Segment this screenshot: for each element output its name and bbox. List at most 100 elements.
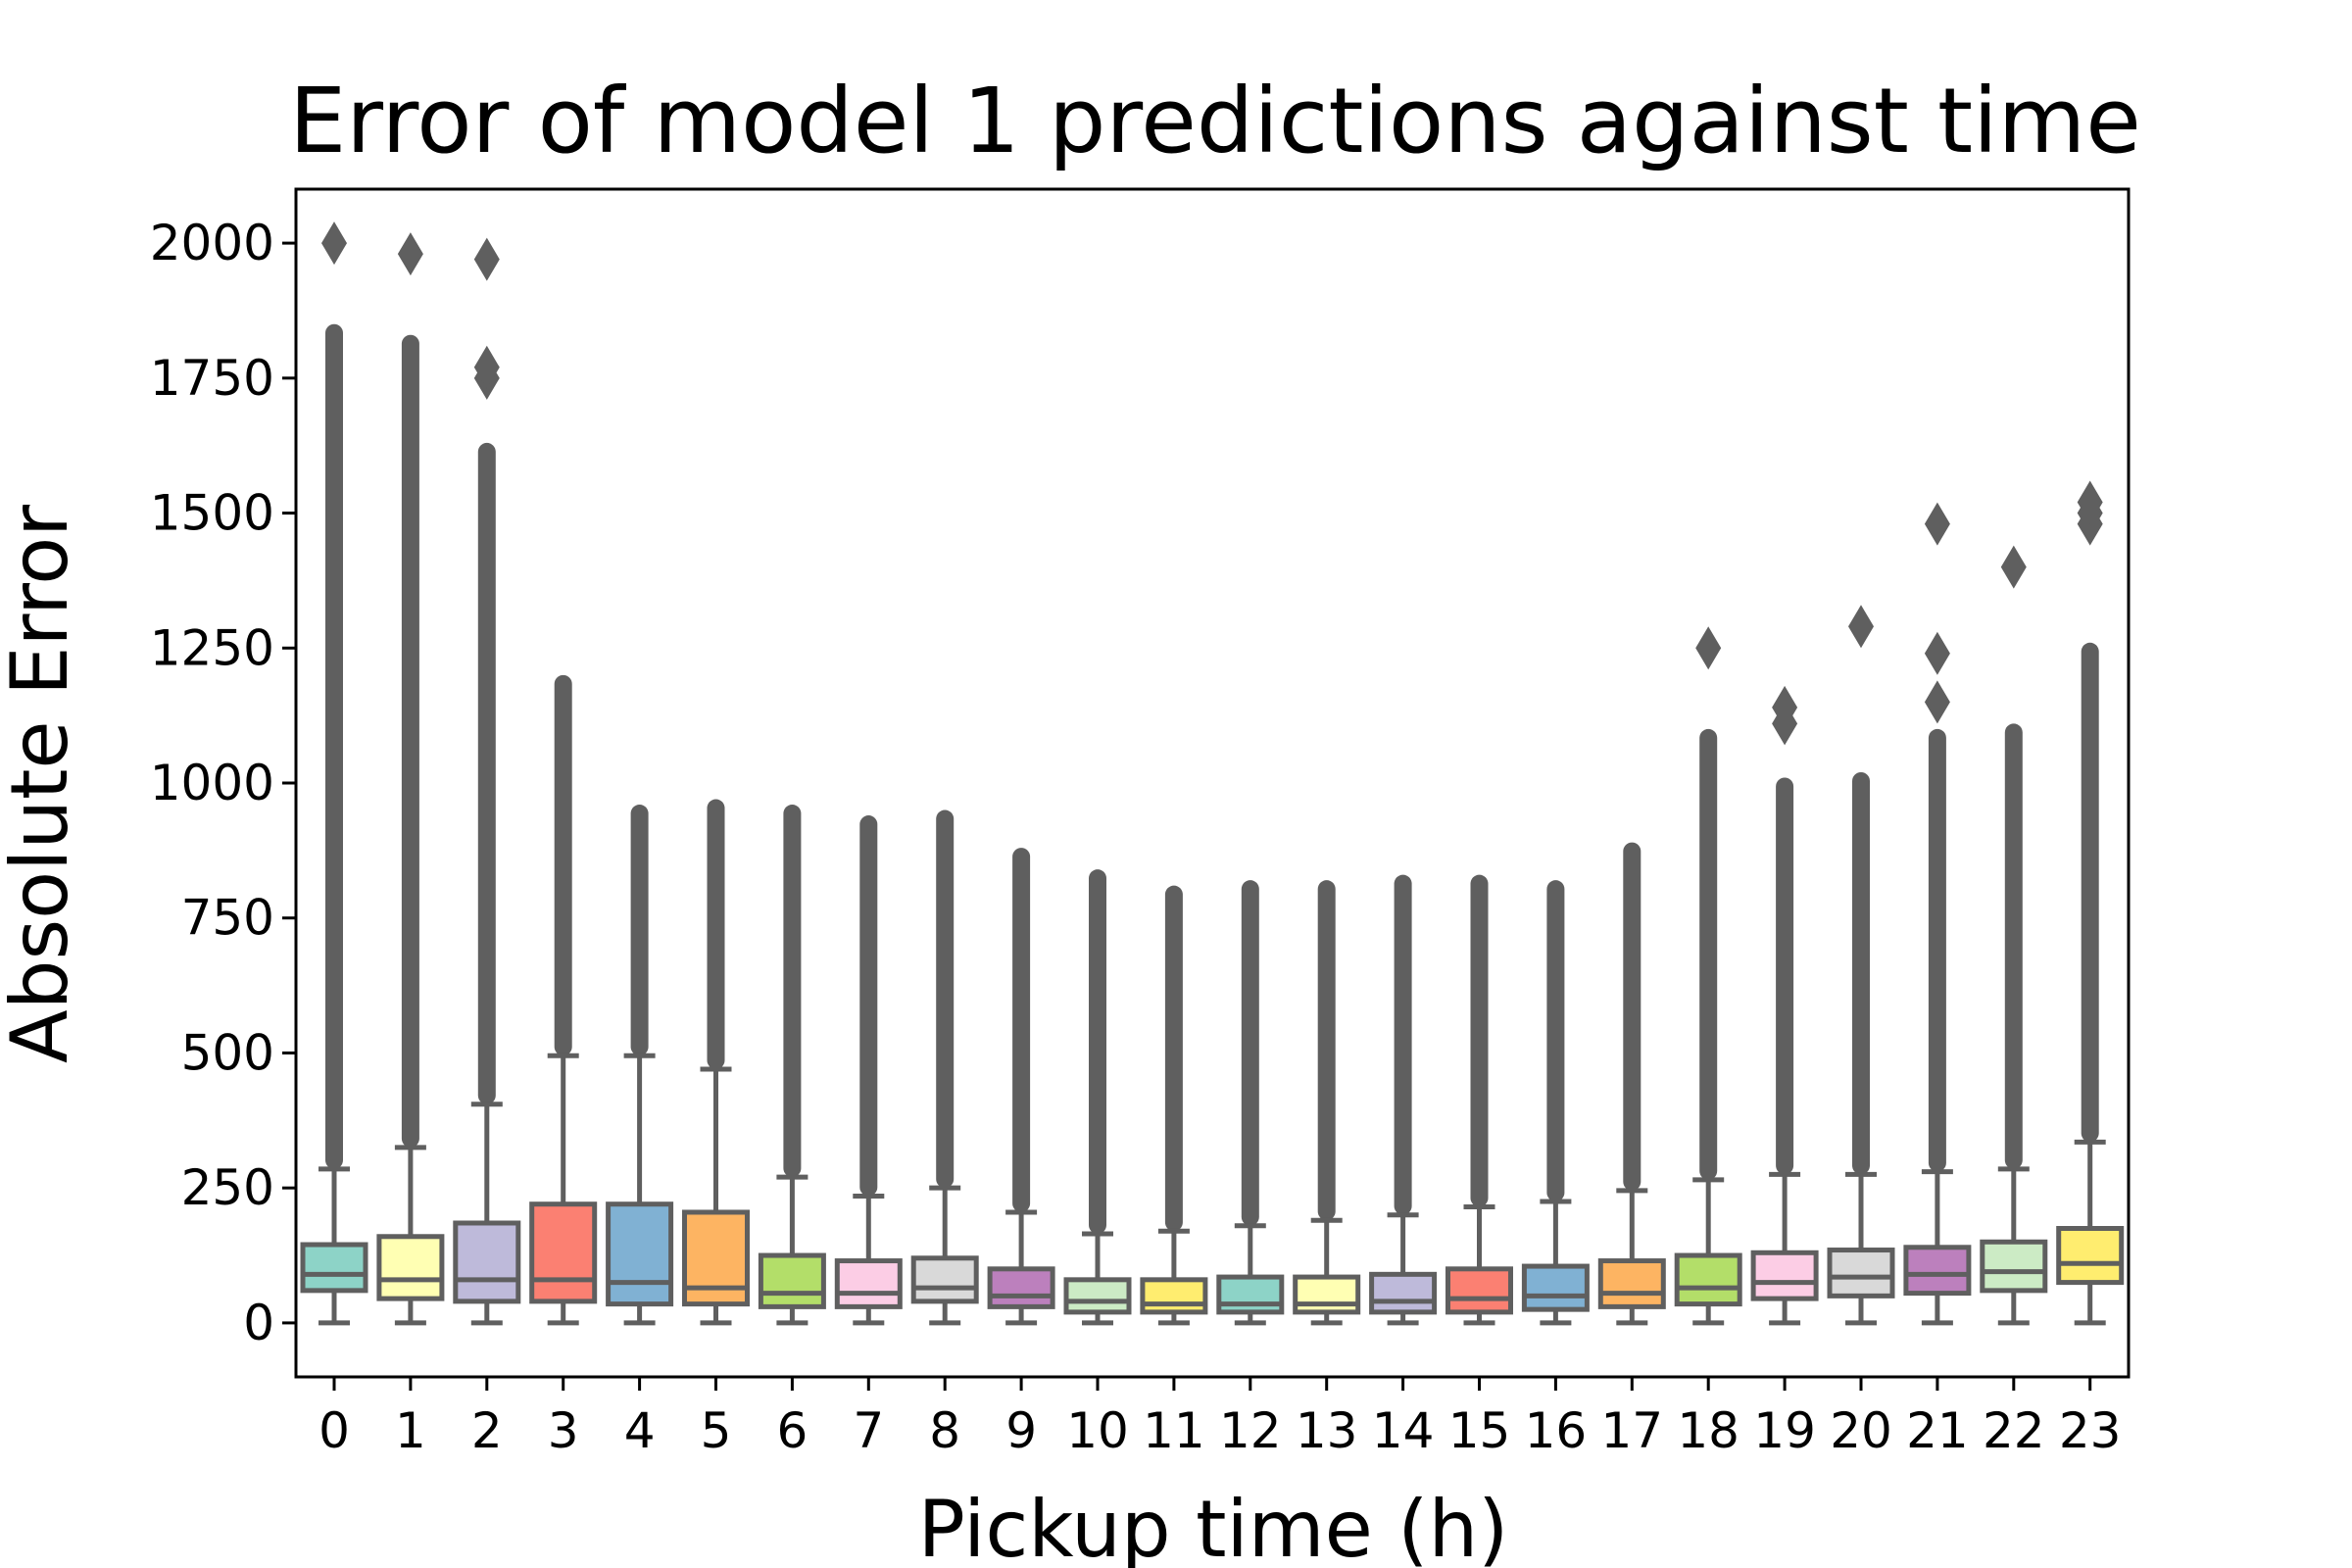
y-tick-label: 1250 <box>150 619 274 676</box>
iqr-box <box>1674 1252 1742 1307</box>
iqr-box <box>376 1234 445 1301</box>
x-tick-label: 19 <box>1753 1402 1816 1459</box>
outlier-point <box>473 345 500 389</box>
chart-title: Error of model 1 predictions against tim… <box>289 69 2141 173</box>
box-7 <box>834 815 903 1326</box>
y-tick-label: 2000 <box>150 215 274 271</box>
iqr-box <box>1446 1266 1513 1315</box>
iqr-box <box>1827 1248 1895 1298</box>
iqr-box <box>1750 1250 1819 1301</box>
plot-area <box>300 221 2125 1326</box>
box-12 <box>1216 880 1285 1326</box>
x-tick-label: 3 <box>548 1402 579 1459</box>
x-tick-label: 12 <box>1219 1402 1282 1459</box>
iqr-box <box>453 1220 521 1304</box>
x-tick-label: 7 <box>853 1402 884 1459</box>
x-tick-label: 13 <box>1296 1402 1358 1459</box>
outlier-band <box>936 809 955 1189</box>
x-tick-label: 8 <box>929 1402 960 1459</box>
outlier-band <box>554 674 572 1056</box>
outlier-point <box>1924 680 1950 724</box>
x-tick-label: 21 <box>1906 1402 1969 1459</box>
outlier-band <box>1012 848 1031 1212</box>
outlier-band <box>2004 723 2023 1169</box>
x-tick-label: 10 <box>1066 1402 1129 1459</box>
x-tick-label: 1 <box>395 1402 426 1459</box>
box-0 <box>300 221 368 1326</box>
outlier-point <box>2000 545 2027 589</box>
outlier-band <box>859 815 878 1197</box>
outlier-point <box>321 221 347 266</box>
x-tick-label: 18 <box>1677 1402 1740 1459</box>
box-4 <box>606 805 674 1326</box>
box-22 <box>1980 545 2048 1326</box>
box-14 <box>1369 874 1438 1326</box>
y-tick-label: 1750 <box>150 350 274 407</box>
outlier-band <box>401 334 419 1148</box>
box-20 <box>1827 605 1895 1326</box>
y-tick-label: 750 <box>181 890 274 947</box>
outlier-band <box>477 442 496 1104</box>
outlier-band <box>1164 885 1183 1232</box>
y-axis-ticks: 0 250 500 750 1000 1250 1500 1750 2000 <box>150 215 296 1351</box>
x-tick-label: 0 <box>318 1402 350 1459</box>
box-18 <box>1674 626 1742 1326</box>
box-13 <box>1293 880 1361 1326</box>
x-tick-label: 9 <box>1005 1402 1037 1459</box>
iqr-box <box>300 1242 368 1294</box>
outlier-band <box>2081 642 2099 1143</box>
x-tick-label: 14 <box>1372 1402 1435 1459</box>
x-tick-label: 20 <box>1830 1402 1892 1459</box>
box-9 <box>987 848 1055 1326</box>
outlier-band <box>1928 728 1946 1172</box>
outlier-band <box>783 805 802 1178</box>
iqr-box <box>910 1255 979 1304</box>
box-8 <box>910 809 979 1326</box>
iqr-box <box>2056 1226 2125 1286</box>
outlier-point <box>473 237 500 281</box>
box-3 <box>529 674 598 1326</box>
box-17 <box>1597 842 1666 1326</box>
outlier-band <box>1546 880 1565 1201</box>
y-tick-label: 1000 <box>150 755 274 811</box>
box-21 <box>1903 502 1972 1326</box>
outlier-band <box>1699 728 1718 1180</box>
x-tick-label: 15 <box>1448 1402 1511 1459</box>
box-16 <box>1521 880 1590 1326</box>
x-tick-label: 4 <box>624 1402 656 1459</box>
outlier-band <box>1776 777 1794 1175</box>
y-tick-label: 250 <box>181 1159 274 1216</box>
x-tick-label: 17 <box>1600 1402 1663 1459</box>
x-tick-label: 11 <box>1143 1402 1205 1459</box>
y-axis-label: Absolute Error <box>0 505 85 1063</box>
x-tick-label: 16 <box>1525 1402 1588 1459</box>
outlier-band <box>1470 874 1489 1207</box>
x-tick-label: 23 <box>2059 1402 2122 1459</box>
outlier-band <box>1241 880 1259 1226</box>
outlier-band <box>1623 842 1642 1191</box>
outlier-point <box>1848 605 1874 649</box>
outlier-point <box>1924 502 1950 546</box>
outlier-point <box>1772 685 1798 729</box>
outlier-band <box>1394 874 1412 1215</box>
box-10 <box>1063 869 1132 1326</box>
outlier-point <box>1695 626 1722 670</box>
iqr-box <box>1063 1277 1132 1315</box>
iqr-box <box>1369 1271 1438 1315</box>
iqr-box <box>1216 1274 1285 1315</box>
x-tick-label: 6 <box>776 1402 808 1459</box>
iqr-box <box>1597 1258 1666 1309</box>
outlier-point <box>2077 480 2103 524</box>
x-axis-ticks: 0 1 2 3 4 5 6 7 8 9 10 11 12 13 14 15 16 17 18 19 20 21 22 23 <box>318 1377 2122 1459</box>
y-tick-label: 500 <box>181 1024 274 1081</box>
box-6 <box>758 805 826 1326</box>
iqr-box <box>758 1252 826 1309</box>
outlier-band <box>325 323 343 1169</box>
outlier-band <box>1089 869 1106 1235</box>
x-tick-label: 5 <box>701 1402 732 1459</box>
x-axis-label: Pickup time (h) <box>918 1484 1509 1568</box>
box-1 <box>376 232 445 1326</box>
box-2 <box>453 237 521 1326</box>
